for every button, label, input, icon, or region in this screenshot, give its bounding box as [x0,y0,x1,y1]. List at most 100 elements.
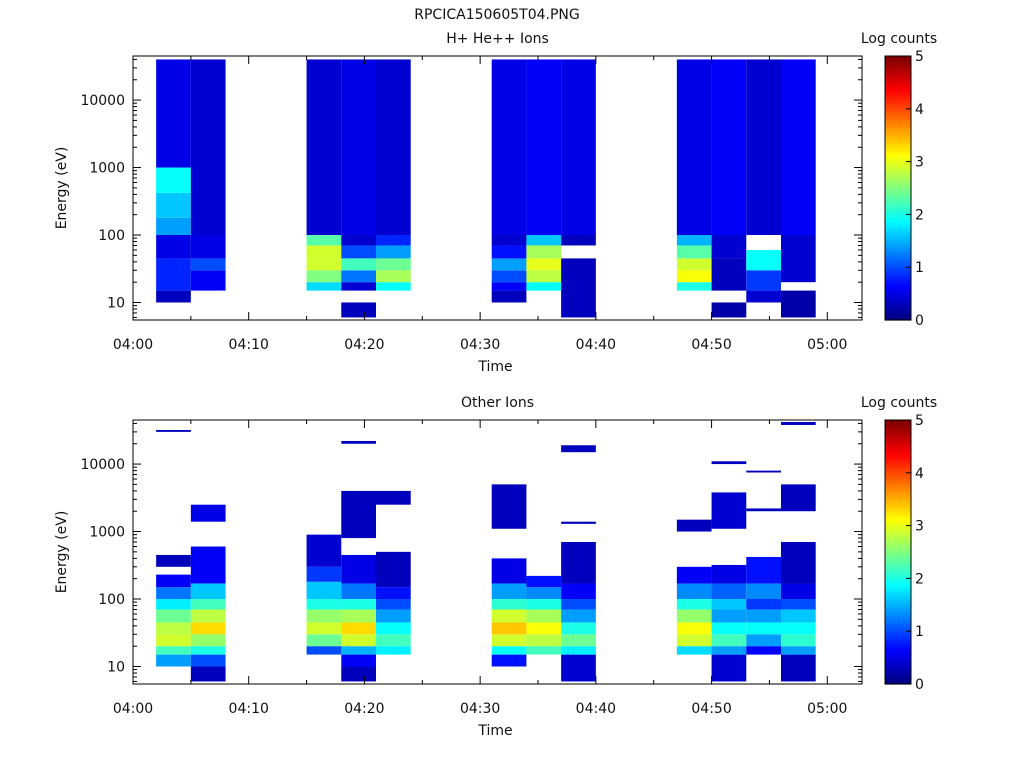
colorbar-swatch [885,467,911,471]
colorbar-swatch [885,206,911,210]
y-tick-label: 10000 [80,457,125,473]
colorbar-swatch [885,166,911,171]
colorbar-swatch [885,538,911,543]
colorbar-swatch [885,599,911,603]
colorbar-swatch [885,425,911,429]
heatmap-cell [190,622,226,635]
colorbar-swatch [885,203,911,208]
colorbar-swatch [885,248,911,252]
colorbar-swatch [885,573,911,577]
colorbar-swatch [885,562,911,566]
colorbar-swatch [885,451,911,455]
colorbar-swatch [885,478,911,482]
colorbar-swatch [885,58,911,62]
colorbar-swatch [885,177,911,181]
heatmap-cell [306,646,342,655]
colorbar-swatch [885,420,911,424]
colorbar-swatch [885,285,911,289]
colorbar-swatch [885,673,911,677]
heatmap-cell [306,282,342,291]
heatmap-cell [190,504,226,522]
heatmap-cell [156,192,191,218]
colorbar-swatch [885,71,911,76]
colorbar-swatch [885,304,911,308]
heatmap-cell [156,258,191,291]
colorbar-swatch [885,522,911,527]
colorbar-swatch [885,148,911,152]
heatmap-cell [341,666,376,682]
heatmap-cell [526,609,562,623]
colorbar-swatch [885,649,911,653]
colorbar-swatch [885,217,911,221]
colorbar-swatch [885,607,911,611]
colorbar-swatch [885,198,911,202]
colorbar-swatch [885,317,911,321]
colorbar-swatch [885,644,911,648]
colorbar-tick-label: 5 [915,49,924,65]
colorbar-swatch [885,272,911,276]
colorbar-swatch [885,240,911,245]
heatmap-cell [306,258,342,271]
colorbar-swatch [885,137,911,142]
colorbar-swatch [885,312,911,316]
colorbar-swatch [885,496,911,500]
colorbar-swatch [885,427,911,432]
colorbar-swatch [885,127,911,131]
heatmap-cell [491,270,527,283]
colorbar-swatch [885,443,911,447]
colorbar-swatch [885,509,911,513]
colorbar-swatch [885,135,911,139]
colorbar-swatch [885,459,911,463]
colorbar-swatch [885,85,911,89]
colorbar-swatch [885,678,911,682]
colorbar-swatch [885,446,911,450]
heatmap-cell [341,622,376,635]
heatmap-cell [376,258,411,271]
heatmap-cell [306,245,342,259]
colorbar-swatch [885,591,911,595]
x-tick-label: 04:30 [460,337,500,353]
heatmap-cell [676,519,712,532]
heatmap-cell [746,634,781,647]
colorbar-frame [884,419,912,685]
colorbar-swatch [885,438,911,442]
heatmap-cell [746,599,781,610]
heatmap-cell [711,599,747,610]
heatmap-cell [491,634,527,647]
heatmap-cell [341,270,376,283]
heatmap-cell [376,599,411,610]
heatmap-cell [746,470,781,473]
colorbar-swatch [885,570,911,574]
heatmap-cell [746,508,781,512]
x-axis-label: Time [477,723,512,739]
colorbar-swatch [885,87,911,91]
heatmap-cell [561,59,596,236]
heatmap-cell [526,622,562,635]
heatmap-cell [491,583,527,600]
colorbar-swatch [885,264,911,268]
colorbar-swatch [885,676,911,680]
y-tick-label: 1000 [89,161,125,177]
colorbar-swatch [885,586,911,590]
heatmap-cell [376,622,411,635]
heatmap-cell [341,302,376,318]
heatmap-cell [341,654,376,667]
heatmap-cell [156,654,191,667]
x-tick-label: 04:40 [576,701,616,717]
colorbar-tick-label: 0 [915,313,924,329]
colorbar-swatch [885,140,911,144]
colorbar-swatch [885,517,911,521]
colorbar-swatch [885,151,911,155]
colorbar-swatch [885,158,911,163]
colorbar-swatch [885,174,911,179]
colorbar-swatch [885,633,911,638]
heatmap-cell [190,546,226,584]
heatmap-cell [156,59,191,168]
colorbar-swatch [885,499,911,503]
heatmap-cell [526,575,562,588]
colorbar-swatch [885,296,911,300]
heatmap-cell [156,217,191,236]
heatmap-cell [711,492,747,529]
colorbar-swatch [885,575,911,579]
colorbar-swatch [885,193,911,197]
